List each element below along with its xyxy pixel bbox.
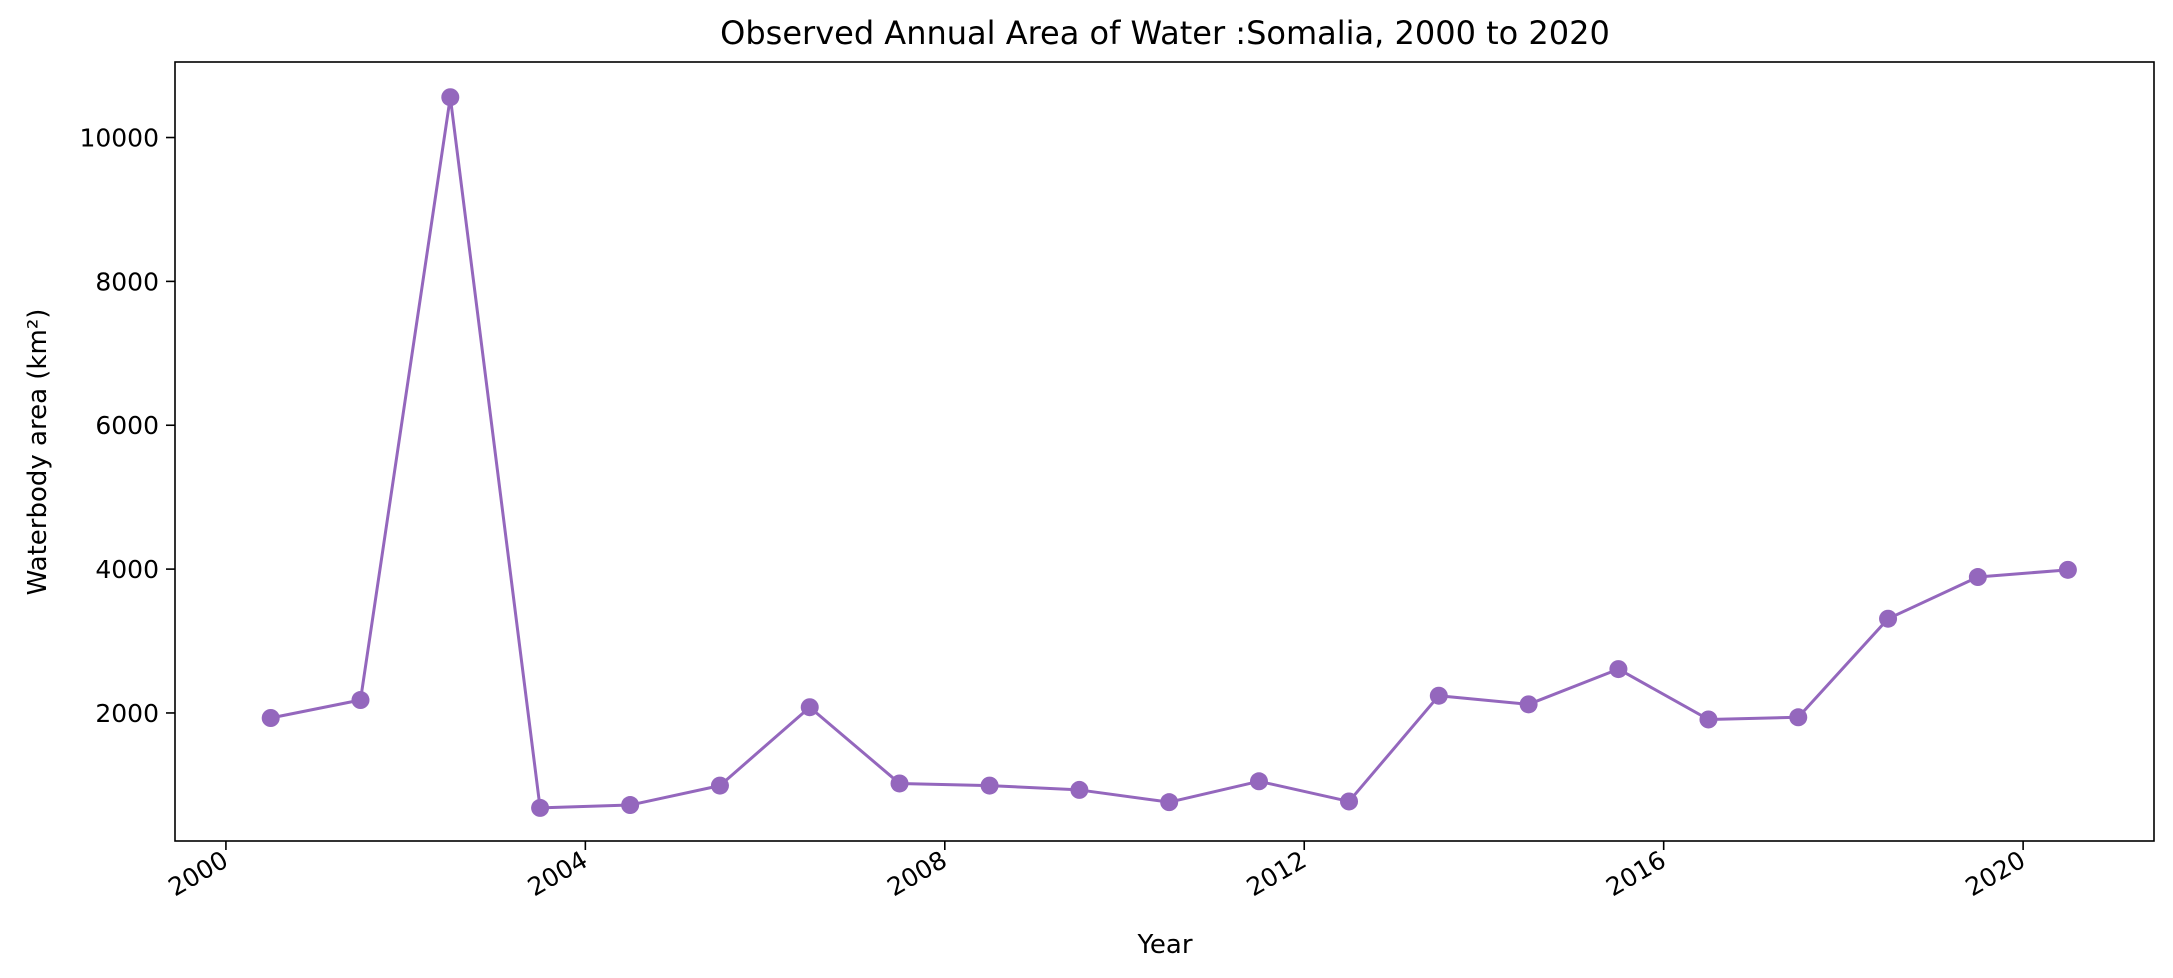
x-tick-label: 2016 xyxy=(1601,845,1671,902)
data-point xyxy=(1699,710,1718,729)
data-point xyxy=(1968,568,1987,587)
x-axis-label: Year xyxy=(1136,930,1192,960)
y-tick-label: 8000 xyxy=(95,267,159,296)
data-point xyxy=(1609,660,1628,679)
x-tick-label: 2020 xyxy=(1961,845,2031,902)
data-point xyxy=(351,691,370,710)
x-tick-label: 2000 xyxy=(163,845,233,902)
data-point xyxy=(621,796,640,815)
data-point xyxy=(1340,792,1359,811)
series-layer xyxy=(261,88,2077,817)
data-point xyxy=(1429,686,1448,705)
data-point xyxy=(1070,780,1089,799)
data-point xyxy=(441,88,460,107)
data-point xyxy=(710,776,729,795)
data-point xyxy=(531,798,550,817)
x-tick-label: 2012 xyxy=(1242,845,1312,902)
y-tick-label: 6000 xyxy=(95,411,159,440)
y-tick-label: 2000 xyxy=(95,699,159,728)
data-point xyxy=(2058,560,2077,579)
data-point xyxy=(1879,609,1898,628)
data-point xyxy=(1789,708,1808,727)
x-axis: 2000 2004 2008 2012 2016 2020 xyxy=(163,841,2030,902)
data-point xyxy=(261,709,280,727)
data-point xyxy=(890,774,909,793)
data-point xyxy=(800,698,819,717)
data-point xyxy=(1160,793,1179,812)
y-tick-label: 10000 xyxy=(79,124,159,153)
plot-area-frame xyxy=(174,61,2155,842)
x-tick-label: 2008 xyxy=(882,845,952,902)
data-point xyxy=(1519,695,1538,714)
x-tick-label: 2004 xyxy=(523,845,593,902)
data-point xyxy=(1249,772,1268,791)
data-point xyxy=(980,776,999,795)
chart-title: Observed Annual Area of Water :Somalia, … xyxy=(720,14,1610,52)
series-line xyxy=(270,95,2069,810)
y-tick-label: 4000 xyxy=(95,555,159,584)
y-axis: 2000 4000 6000 8000 10000 xyxy=(79,124,175,728)
y-axis-label: Waterbody area (km²) xyxy=(23,309,53,596)
